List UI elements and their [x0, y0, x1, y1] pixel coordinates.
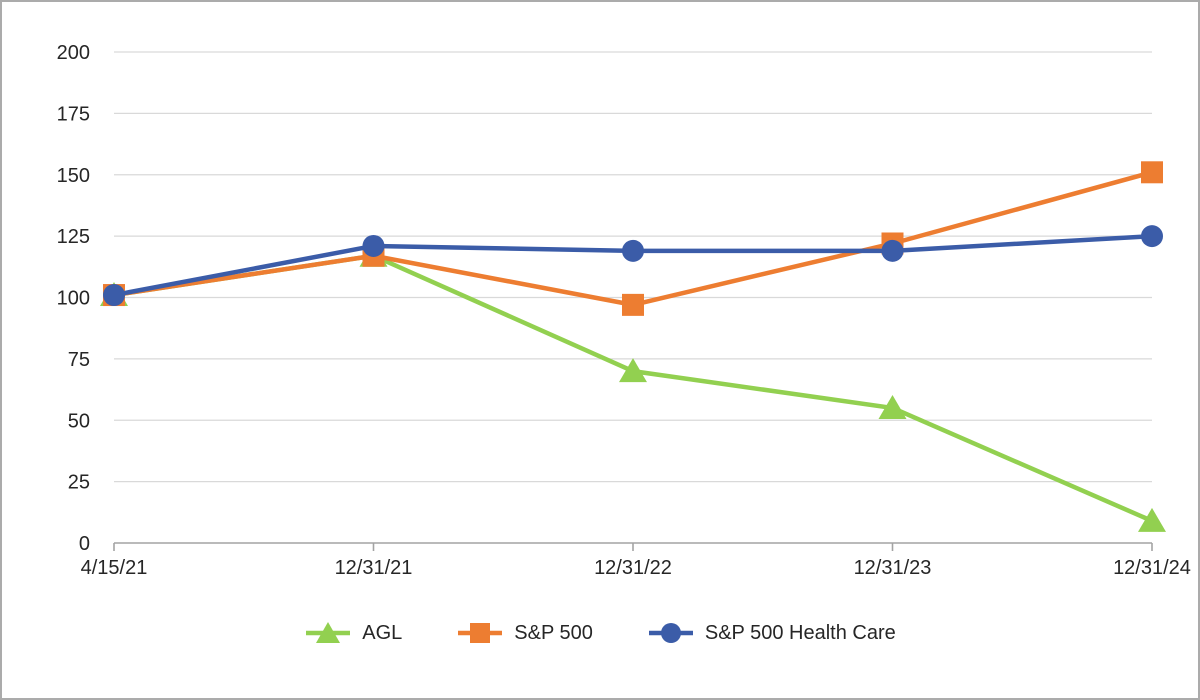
triangle-marker-agl	[878, 394, 907, 419]
legend-item-agl: AGL	[304, 619, 402, 647]
series-line-s-p-500	[111, 170, 1155, 308]
sp500-health-care-series-icon	[648, 623, 693, 643]
circle-marker-s-p-500-health-care	[1141, 225, 1163, 248]
legend-item-sp500-health-care: S&P 500 Health Care	[647, 619, 896, 647]
circle-marker-s-p-500-health-care	[881, 239, 904, 262]
series-s-p-500-health-care	[103, 225, 1163, 307]
performance-line-chart: 0 25 50 75 100 125 150 175 200 4/15/21 12/31/21 12/…	[57, 42, 1191, 579]
x-tick-label: 12/31/24	[1113, 557, 1191, 579]
agl-series-icon	[306, 622, 351, 643]
x-tick-label: 12/31/21	[335, 557, 413, 579]
x-tick-label: 12/31/22	[594, 557, 672, 579]
y-tick-label: 0	[79, 533, 90, 555]
y-tick-label: 125	[57, 226, 90, 248]
circle-marker-s-p-500-health-care	[362, 234, 385, 257]
y-tick-label: 75	[68, 349, 90, 371]
sp500-series-icon	[458, 623, 503, 643]
y-tick-label: 150	[57, 165, 90, 187]
chart-legend: AGL S&P 500 S&P 500 Health Care	[2, 619, 1198, 647]
series-s-p-500	[103, 161, 1163, 316]
triangle-marker-agl	[1138, 507, 1166, 532]
y-tick-label: 25	[68, 472, 90, 494]
circle-marker-s-p-500-health-care	[622, 239, 644, 262]
square-marker-s-p-500	[622, 293, 644, 316]
y-tick-label: 50	[68, 410, 90, 432]
legend-label-sp500-health-care: S&P 500 Health Care	[704, 621, 896, 644]
legend-item-sp500: S&P 500	[456, 619, 593, 647]
legend-marker-triangle	[316, 622, 341, 643]
series-agl	[100, 242, 1166, 532]
legend-marker-square	[470, 623, 491, 643]
legend-marker-circle	[660, 623, 681, 643]
y-tick-label: 100	[57, 288, 90, 310]
triangle-marker-agl	[619, 358, 647, 383]
x-tick-label: 4/15/21	[81, 557, 148, 579]
legend-label-sp500: S&P 500	[514, 621, 593, 644]
y-tick-label: 200	[57, 42, 90, 64]
legend-label-agl: AGL	[362, 621, 403, 644]
circle-marker-s-p-500-health-care	[103, 284, 125, 307]
square-marker-s-p-500	[1141, 161, 1163, 184]
y-tick-label: 175	[57, 103, 90, 125]
x-tick-label: 12/31/23	[854, 557, 932, 579]
